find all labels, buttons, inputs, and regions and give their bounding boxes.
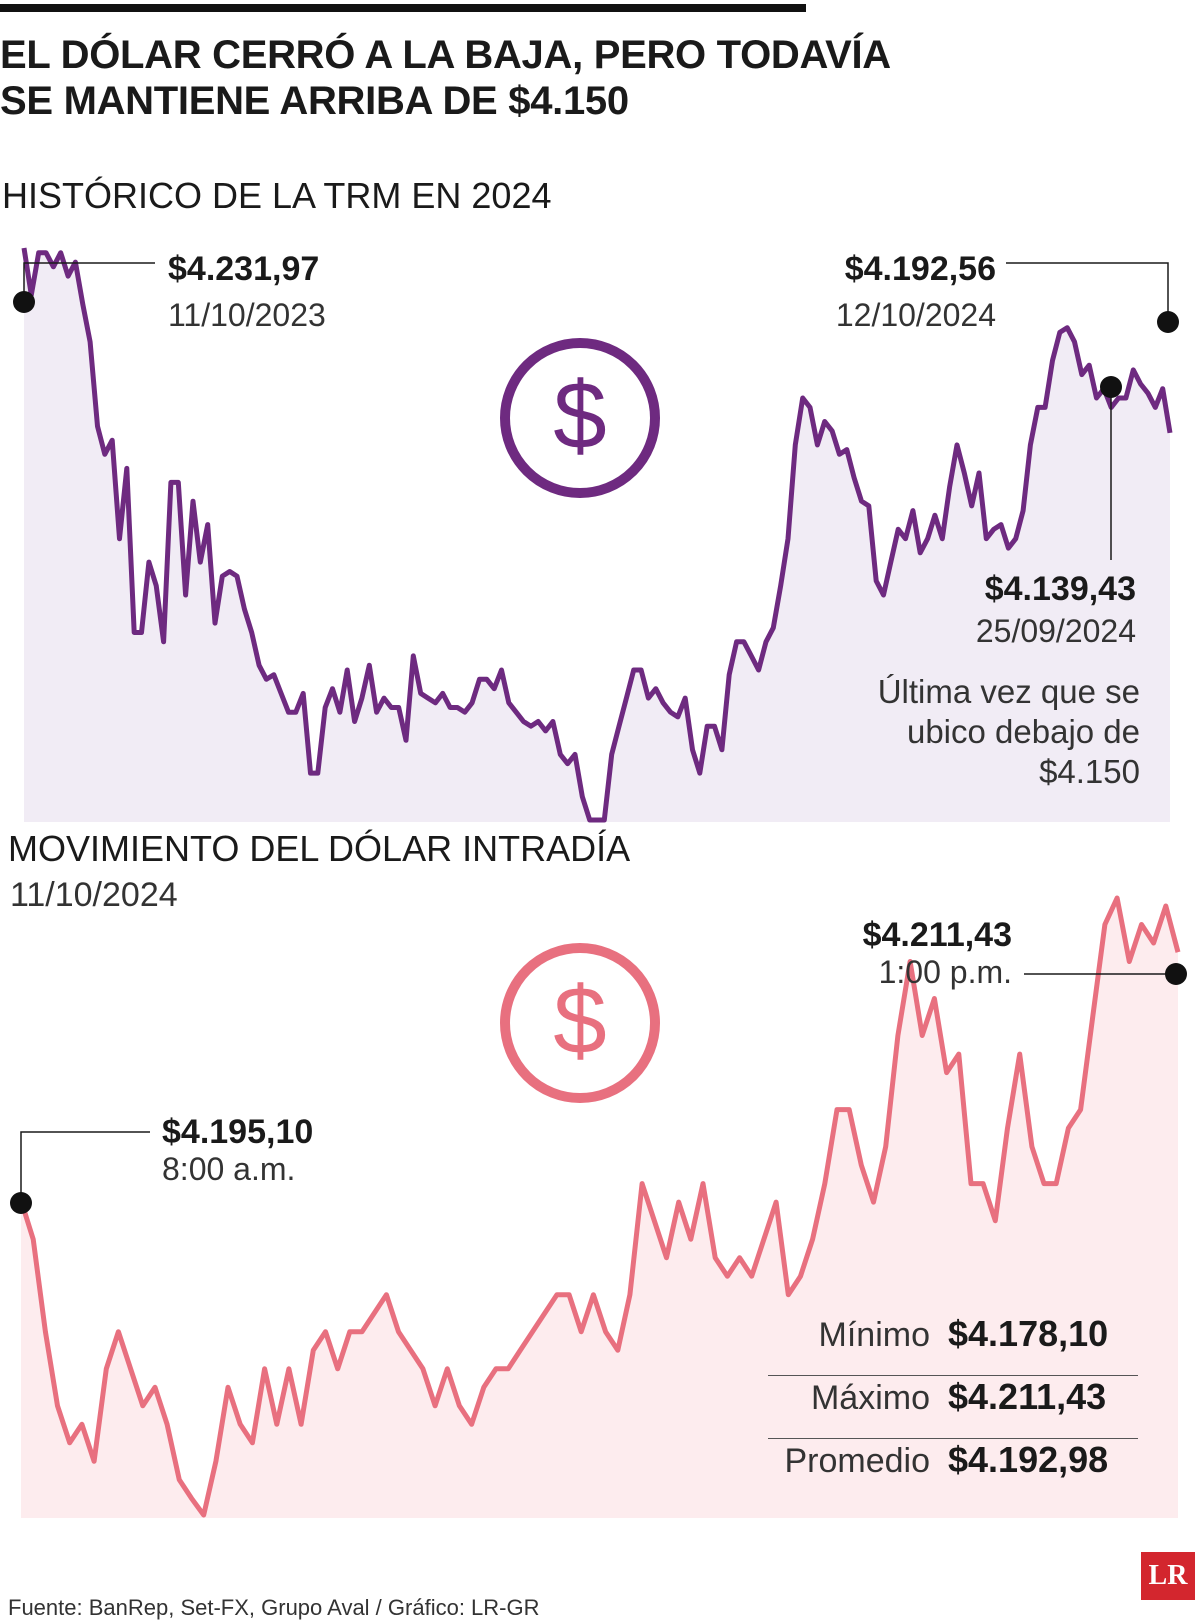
chart2-marker-end: [1165, 963, 1187, 985]
chart1-note: Última vez que se ubico debajo de $4.150: [877, 673, 1140, 790]
lr-logo: LR: [1141, 1552, 1195, 1600]
source-note: Fuente: BanRep, Set-FX, Grupo Aval / Grá…: [8, 1595, 540, 1620]
top-rule: [0, 4, 806, 12]
chart2-line: [18, 895, 1181, 1518]
chart1-line: [21, 247, 1173, 823]
chart2-start-time: 8:00 a.m.: [162, 1151, 295, 1187]
chart1-low-value: $4.139,43: [985, 570, 1136, 608]
stat-value: $4.178,10: [948, 1313, 1109, 1354]
stat-label: Máximo: [810, 1379, 930, 1417]
chart2-marker-start: [10, 1192, 32, 1214]
chart2-subtitle: 11/10/2024: [10, 876, 178, 914]
chart1-start-date: 11/10/2023: [168, 297, 326, 333]
chart1-marker-start: [13, 291, 35, 313]
chart1-area: [24, 248, 1170, 822]
chart2-leader-start: [20, 1131, 150, 1203]
chart2-dollar-icon: $: [500, 943, 660, 1103]
chart2-end-time: 1:00 p.m.: [879, 954, 1012, 990]
svg-text:$: $: [553, 967, 606, 1074]
chart2-end-value: $4.211,43: [863, 916, 1012, 954]
headline: EL DÓLAR CERRÓ A LA BAJA, PERO TODAVÍA S…: [0, 33, 890, 123]
chart2-title: MOVIMIENTO DEL DÓLAR INTRADÍA: [8, 828, 631, 869]
chart1-marker-end: [1157, 311, 1179, 333]
stat-value: $4.192,98: [948, 1439, 1109, 1480]
chart1-leader-start: [23, 262, 155, 302]
stat-label: Mínimo: [818, 1316, 930, 1354]
chart1-start-value: $4.231,97: [168, 250, 319, 288]
intraday-stats: Mínimo $4.178,10 Máximo $4.211,43 Promed…: [768, 1313, 1138, 1501]
chart1-leader-end: [1006, 262, 1169, 322]
chart1-low-date: 25/09/2024: [976, 613, 1136, 649]
chart1-dollar-icon: $: [500, 338, 660, 498]
stat-row-min: Mínimo $4.178,10: [768, 1313, 1138, 1376]
stat-row-max: Máximo $4.211,43: [768, 1376, 1138, 1439]
stat-value: $4.211,43: [948, 1376, 1107, 1417]
chart1-marker-low: [1100, 376, 1122, 398]
chart1-end-date: 12/10/2024: [836, 297, 996, 333]
chart2-start-value: $4.195,10: [162, 1113, 313, 1151]
chart1-title: HISTÓRICO DE LA TRM EN 2024: [2, 175, 552, 216]
stat-label: Promedio: [784, 1442, 930, 1480]
chart2-area: [21, 898, 1178, 1518]
chart1-end-value: $4.192,56: [845, 250, 996, 288]
svg-text:$: $: [553, 362, 606, 469]
stat-row-avg: Promedio $4.192,98: [768, 1439, 1138, 1501]
